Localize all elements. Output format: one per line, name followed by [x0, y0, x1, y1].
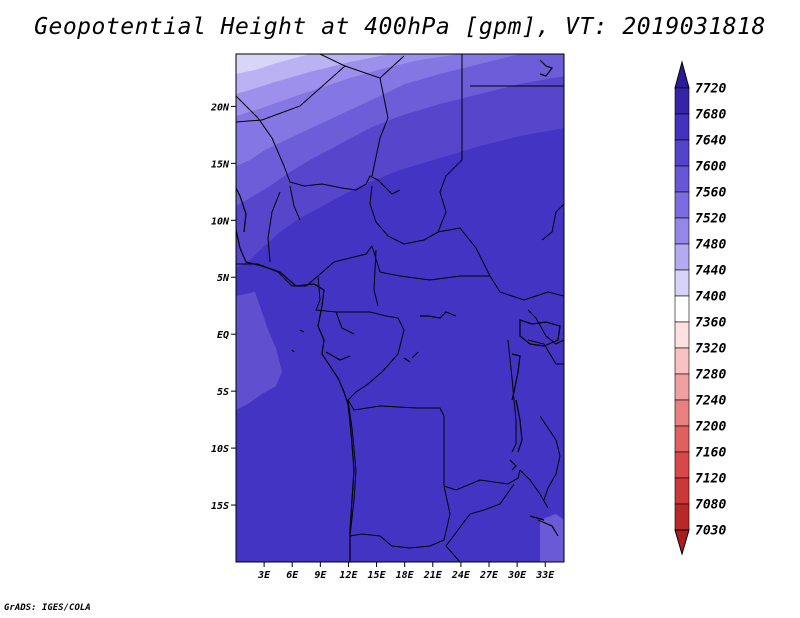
colorbar-swatch: [674, 321, 690, 349]
lat-tick-label: 20N: [210, 102, 230, 113]
colorbar-label: 7720: [695, 82, 726, 97]
lon-tick-label: 12E: [339, 570, 358, 581]
colorbar-label: 7480: [695, 238, 726, 253]
colorbar-swatch: [674, 451, 690, 479]
colorbar-label: 7680: [695, 108, 726, 123]
map-title: Geopotential Height at 400hPa [gpm], VT:…: [34, 14, 766, 40]
colorbar-swatch: [674, 217, 690, 245]
colorbar-label: 7360: [695, 316, 726, 331]
country-borders: [236, 54, 564, 562]
colorbar-label: 7640: [695, 134, 726, 149]
colorbar-label: 7400: [695, 290, 726, 305]
lat-tick-label: 15S: [211, 501, 229, 512]
colorbar-swatch: [674, 269, 690, 297]
colorbar-swatch: [674, 347, 690, 375]
lat-tick-label: 5S: [217, 387, 229, 398]
lon-tick-label: 24E: [451, 570, 471, 581]
lon-tick-label: 15E: [368, 570, 387, 581]
colorbar-top-arrow: [674, 60, 690, 89]
colorbar-label: 7440: [695, 264, 726, 279]
colorbar-label: 7120: [695, 472, 726, 487]
lat-tick-label: 5N: [217, 273, 230, 284]
colorbar-swatch: [674, 243, 690, 271]
colorbar-bottom-arrow: [674, 529, 690, 556]
latitude-axis: 20N 15N 10N 5N EQ 5S 10S 15S: [210, 102, 236, 512]
colorbar-swatch: [674, 113, 690, 141]
coastlines: [236, 59, 561, 562]
colorbar-swatch: [674, 165, 690, 193]
lon-tick-label: 3E: [257, 570, 271, 581]
colorbar-label: 7600: [695, 160, 726, 175]
colorbar-label: 7080: [695, 498, 726, 513]
lon-tick-label: 9E: [314, 570, 327, 581]
colorbar-swatch: [674, 191, 690, 219]
colorbar-label: 7560: [695, 186, 726, 201]
colorbar-label: 7240: [695, 394, 726, 409]
colorbar-swatch: [674, 295, 690, 323]
lon-tick-label: 30E: [507, 570, 527, 581]
lon-tick-label: 33E: [535, 570, 555, 581]
colorbar: 7720 7680 7640 7600 7560 7520 7480 7440 7400 7360…: [674, 60, 726, 556]
lon-tick-label: 6E: [286, 570, 299, 581]
colorbar-swatch: [674, 373, 690, 401]
colorbar-label: 7160: [695, 446, 726, 461]
colorbar-label: 7280: [695, 368, 726, 383]
lat-tick-label: 15N: [211, 159, 230, 170]
lat-tick-label: 10S: [211, 444, 229, 455]
colorbar-swatch: [674, 139, 690, 167]
colorbar-swatch: [674, 87, 690, 115]
colorbar-label: 7520: [695, 212, 726, 227]
geopotential-field: [236, 54, 564, 562]
lat-tick-label: EQ: [217, 330, 229, 341]
lon-tick-label: 18E: [396, 570, 415, 581]
lon-tick-label: 27E: [479, 570, 499, 581]
colorbar-label: 7320: [695, 342, 726, 357]
colorbar-label: 7030: [695, 524, 726, 539]
grads-credit: GrADS: IGES/COLA: [4, 603, 91, 613]
colorbar-swatch: [674, 399, 690, 427]
colorbar-swatch: [674, 503, 690, 531]
colorbar-swatch: [674, 477, 690, 505]
colorbar-swatch: [674, 425, 690, 453]
lon-tick-label: 21E: [423, 570, 443, 581]
longitude-axis: 3E 6E 9E 12E 15E 18E 21E 24E 27E 30E 33E: [257, 562, 555, 581]
map-frame: [235, 53, 565, 563]
lat-tick-label: 10N: [211, 216, 230, 227]
colorbar-label: 7200: [695, 420, 726, 435]
